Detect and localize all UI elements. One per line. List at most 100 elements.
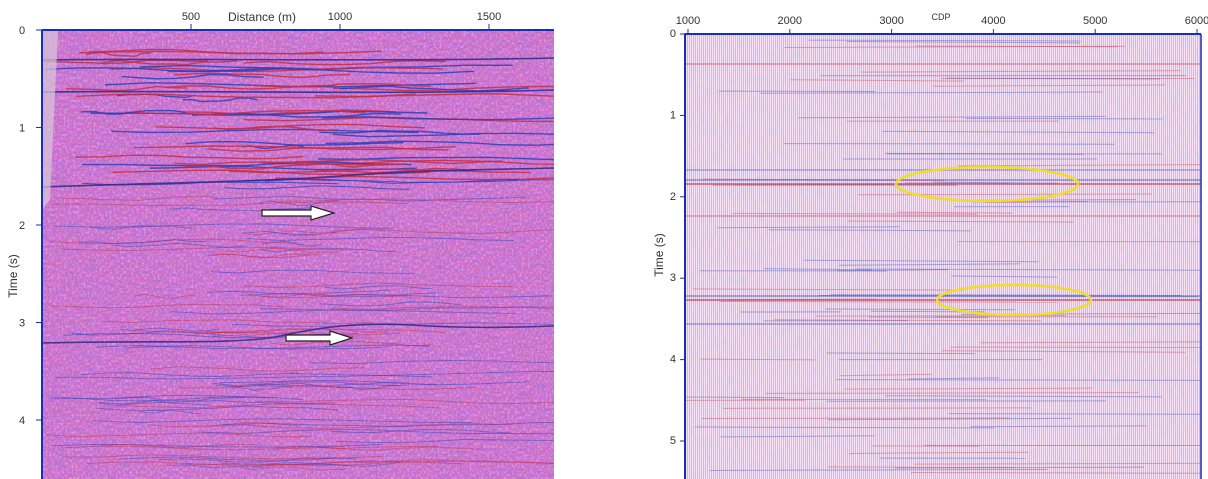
left-reflector-line [329, 429, 511, 434]
left-reflector-line [101, 319, 374, 325]
left-x-tick-label: 1000 [328, 11, 352, 23]
right-reflector-line [908, 377, 999, 380]
left-reflectors [42, 48, 554, 471]
left-reflector-line [185, 140, 404, 146]
left-reflector-line [259, 306, 554, 312]
right-reflector-line [980, 341, 1201, 344]
right-y-tick-label: 1 [670, 109, 676, 121]
right-x-tick-label: 3000 [879, 15, 903, 27]
right-x-tick-label: 1000 [676, 15, 700, 27]
left-reflector-line [255, 398, 554, 404]
left-reflector-line [51, 201, 409, 206]
left-reflector-line [58, 246, 344, 252]
right-reflector-line [884, 152, 1084, 155]
right-reflector-line [914, 462, 1201, 465]
left-reflector-line [92, 418, 471, 423]
left-reflector-line [184, 164, 309, 170]
left-reflector-line [242, 466, 346, 471]
left-reflector-line [112, 242, 244, 248]
right-y-ticks: 0 1 2 3 4 5 [670, 28, 685, 447]
right-reflector-line [835, 379, 1201, 381]
left-reflector-line [166, 207, 318, 212]
right-reflector-line [760, 91, 1103, 94]
right-y-tick-label: 3 [670, 272, 676, 284]
right-x-ticks: 1000 2000 3000 4000 5000 6000 [676, 15, 1208, 34]
left-reflector-line [50, 443, 382, 448]
left-x-tick-label: 500 [182, 11, 200, 23]
right-reflector-line [957, 164, 1201, 167]
left-reflector-line [119, 327, 220, 332]
right-reflector-line [709, 468, 1048, 471]
left-reflector-line [98, 400, 335, 405]
right-y-tick-label: 2 [670, 191, 676, 203]
left-reflector-line [55, 375, 433, 380]
left-reflector-line [228, 168, 531, 174]
left-reflector-line [294, 158, 503, 165]
right-reflector-line [827, 417, 1071, 421]
left-reflector-line [288, 371, 554, 376]
left-reflector-line [259, 247, 397, 253]
left-reflector-line [82, 161, 412, 167]
left-reflector-line [219, 379, 528, 385]
left-reflector-line [246, 237, 515, 242]
left-reflector-line [80, 372, 299, 377]
arrow-annotation-upper [261, 205, 337, 221]
right-reflector-line [732, 212, 978, 215]
left-reflector-line [205, 253, 322, 259]
left-reflector-line [213, 125, 339, 132]
left-reflector-line [170, 308, 517, 315]
right-reflector-line [765, 392, 1140, 394]
left-reflector-line [121, 73, 264, 80]
left-reflector-line [99, 400, 210, 406]
right-reflector-line [790, 79, 965, 82]
left-reflector-line [110, 66, 443, 73]
left-reflector-line [150, 366, 365, 372]
left-reflector-line [50, 396, 304, 402]
highlight-ellipse-lower [935, 283, 1093, 317]
highlight-ellipse-upper [894, 165, 1080, 203]
left-reflector-line [96, 405, 338, 411]
right-reflector-line [846, 40, 1081, 44]
left-reflector-line [250, 83, 431, 88]
left-reflector-line [244, 59, 447, 66]
left-reflector-line [71, 330, 220, 336]
left-reflector-line [321, 294, 554, 299]
left-reflector-line [212, 381, 406, 387]
right-x-axis-title: CDP [931, 12, 950, 22]
left-reflector-line [90, 225, 193, 230]
left-reflector-line [324, 285, 432, 290]
right-seismic-panel: 0 1 2 3 4 5 1000 2000 3000 4000 5000 6000 CDP Time… [652, 12, 1208, 479]
left-reflector-line [318, 445, 483, 450]
left-reflector-line [115, 403, 441, 409]
right-reflector-line [941, 350, 1186, 353]
left-reflector-line [75, 154, 304, 160]
left-reflector-line [45, 59, 209, 65]
left-strong-reflector [42, 89, 554, 94]
left-reflector-line [111, 128, 419, 134]
right-reflector-line [764, 268, 872, 271]
left-reflector-line [243, 116, 554, 123]
left-reflector-line [50, 394, 279, 400]
left-y-axis-title: Time (s) [6, 254, 20, 298]
right-reflector-line [885, 395, 1162, 398]
right-reflector-line [932, 84, 1166, 87]
left-reflector-line [331, 306, 554, 310]
right-reflector-line [965, 117, 1163, 120]
left-reflector-line [224, 185, 410, 190]
left-reflector-line [182, 97, 258, 103]
right-reflector-line [804, 259, 1039, 263]
right-reflector-line [837, 269, 948, 272]
right-reflector-line [773, 319, 1042, 322]
left-y-tick-label: 3 [19, 318, 25, 330]
left-reflector-line [211, 269, 415, 274]
right-reflector-line [839, 373, 932, 377]
right-reflector-line [798, 115, 1106, 119]
left-y-tick-label: 0 [19, 25, 25, 37]
left-reflector-line [334, 459, 554, 465]
left-reflector-line [276, 445, 440, 451]
right-y-tick-label: 4 [670, 354, 676, 366]
left-reflector-line [75, 93, 416, 99]
right-reflector-line [768, 229, 972, 232]
left-reflector-line [80, 109, 186, 115]
